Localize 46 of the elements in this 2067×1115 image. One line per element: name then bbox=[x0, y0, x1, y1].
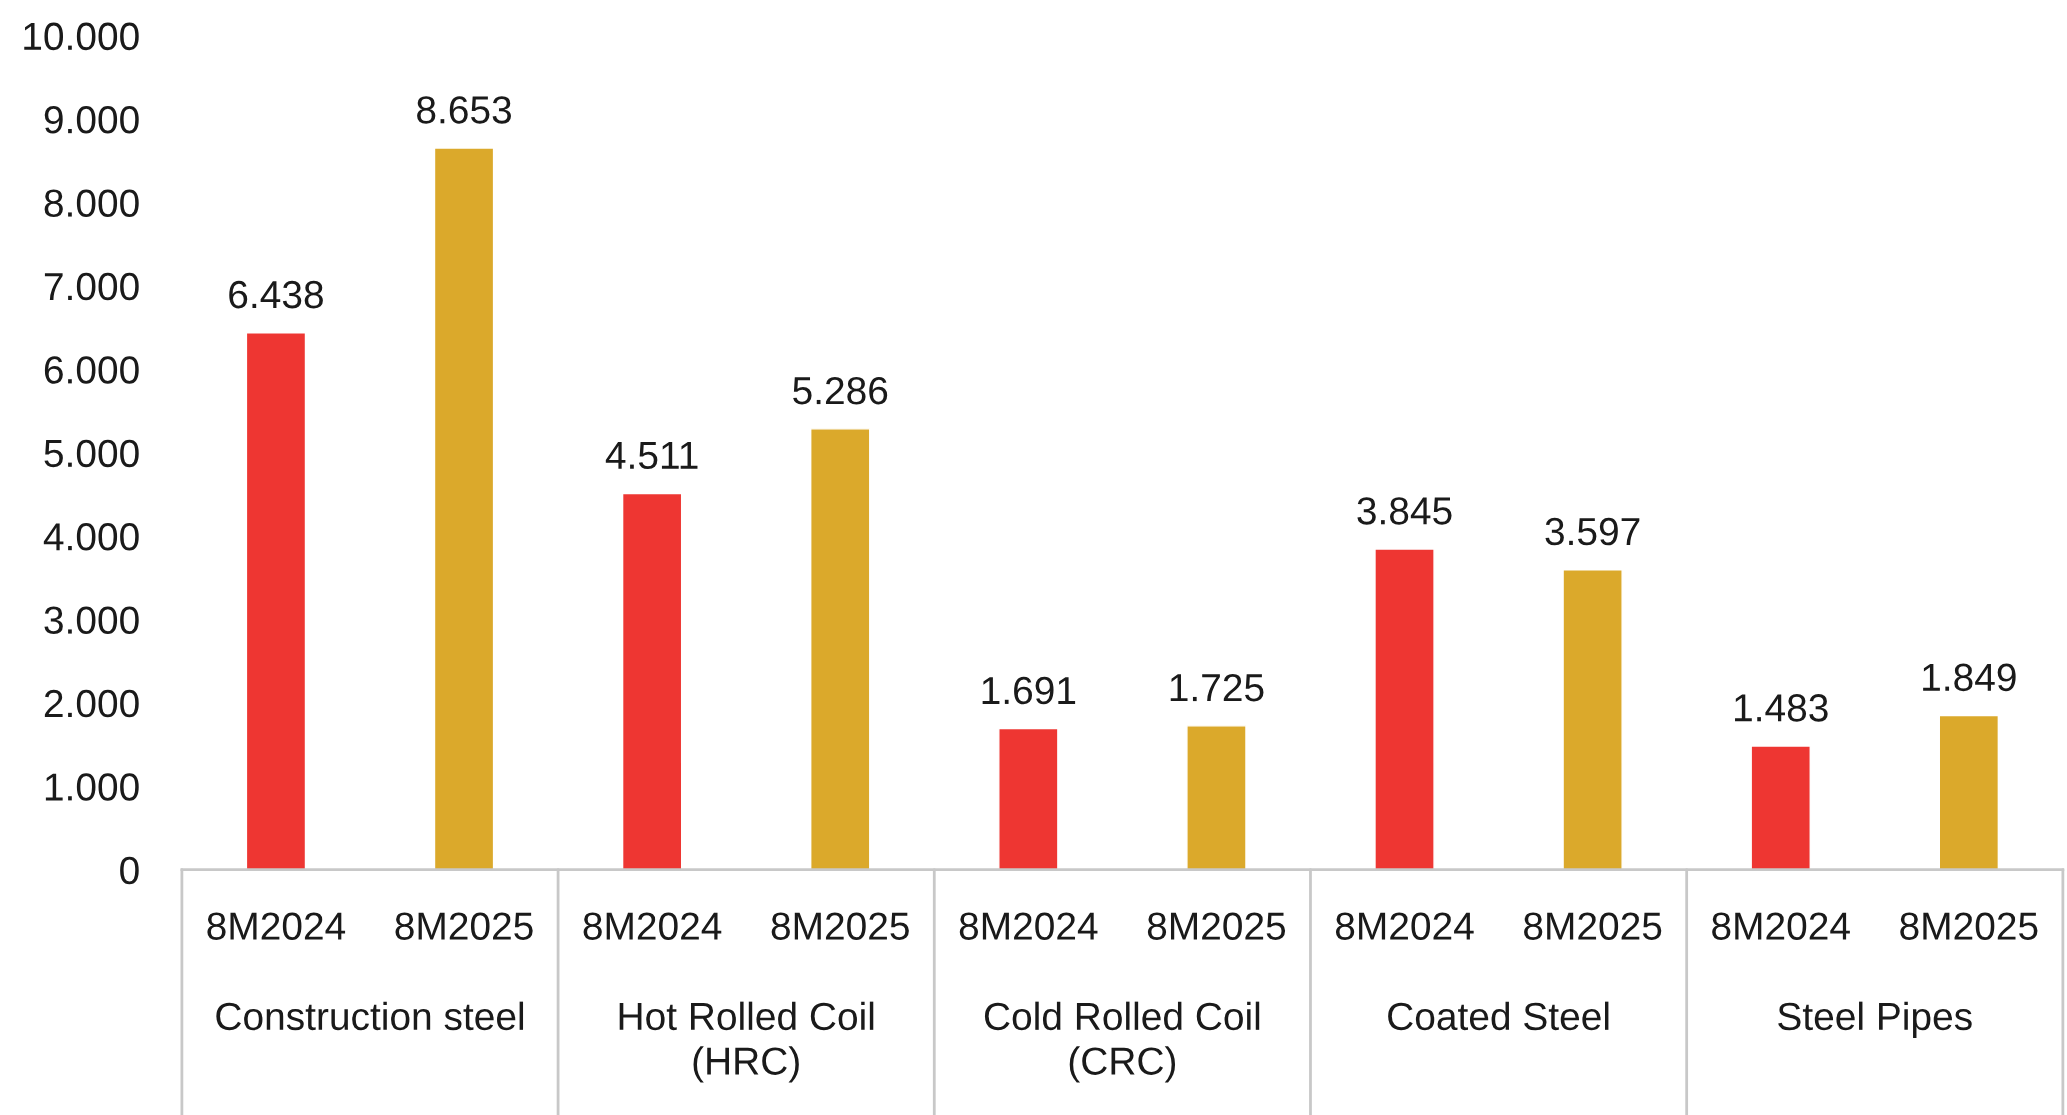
text: 8M2024 bbox=[959, 912, 1098, 940]
y-tick-label: 3.000 bbox=[44, 606, 139, 634]
bar bbox=[1186, 725, 1247, 870]
data-label: 4.511 bbox=[605, 441, 698, 470]
data-label: 3.845 bbox=[1357, 497, 1452, 525]
bar bbox=[1750, 745, 1811, 870]
series-label: 8M2024 bbox=[207, 912, 346, 940]
y-tick-label: 0 bbox=[120, 856, 139, 885]
data-label: 8.653 bbox=[417, 96, 511, 124]
x-tick-label: Construction steel bbox=[216, 1001, 524, 1031]
text: 8M2025 bbox=[1147, 912, 1286, 940]
y-tick-label: 5.000 bbox=[44, 439, 139, 468]
data-label: 1.725 bbox=[1170, 673, 1264, 702]
y-tick-label: 1.000 bbox=[45, 773, 139, 801]
y-tick-label: 10.000 bbox=[24, 22, 139, 51]
text: 8M2024 bbox=[583, 912, 722, 940]
text: 8M2025 bbox=[771, 912, 909, 940]
bar bbox=[621, 492, 683, 870]
bar bbox=[998, 727, 1059, 870]
x-tick-label: Steel Pipes bbox=[1778, 1001, 1972, 1038]
data-label: 1.483 bbox=[1735, 694, 1828, 722]
bar bbox=[1562, 569, 1623, 870]
x-tick-label: Cold Rolled Coil (CRC) bbox=[984, 1001, 1260, 1083]
data-label: 1.691 bbox=[982, 676, 1076, 705]
bar bbox=[245, 332, 307, 870]
x-tick-label: Coated Steel bbox=[1388, 1001, 1609, 1031]
bar bbox=[1938, 714, 2000, 870]
data-label: 6.438 bbox=[229, 280, 323, 309]
x-tick-label: Hot Rolled Coil (HRC) bbox=[619, 1001, 874, 1083]
y-tick-label: 4.000 bbox=[43, 523, 139, 551]
y-tick-label: 2.000 bbox=[44, 689, 139, 718]
y-tick-label: 7.000 bbox=[44, 272, 139, 301]
y-tick-label: 8.000 bbox=[44, 189, 139, 217]
series-label: 8M2025 bbox=[395, 912, 533, 940]
bar bbox=[1374, 548, 1435, 870]
text: 8M2024 bbox=[1335, 912, 1474, 940]
data-label: 1.849 bbox=[1923, 663, 2016, 692]
y-tick-label: 6.000 bbox=[44, 356, 139, 384]
data-label: 5.286 bbox=[793, 376, 888, 405]
text: 8M2024 bbox=[1712, 912, 1850, 940]
bar bbox=[433, 147, 495, 870]
text: 8M2025 bbox=[1524, 912, 1662, 940]
y-tick-label: 9.000 bbox=[44, 106, 139, 134]
text: 8M2025 bbox=[1900, 912, 2038, 940]
data-label: 3.597 bbox=[1545, 517, 1640, 546]
bar bbox=[810, 428, 871, 870]
